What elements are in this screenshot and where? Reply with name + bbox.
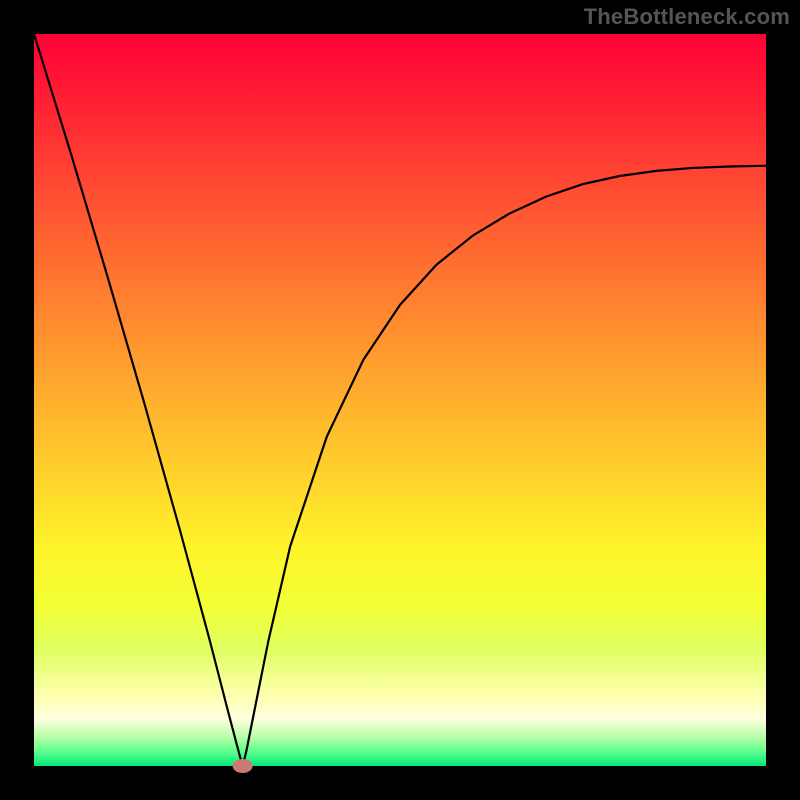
watermark-label: TheBottleneck.com [584,4,790,30]
bottleneck-chart [0,0,800,800]
minimum-marker [233,759,253,773]
chart-container: TheBottleneck.com [0,0,800,800]
